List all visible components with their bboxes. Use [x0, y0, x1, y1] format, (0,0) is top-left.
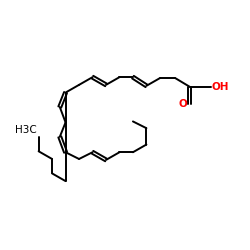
Text: H3C: H3C [15, 125, 37, 135]
Text: O: O [178, 99, 187, 109]
Text: OH: OH [212, 82, 229, 92]
